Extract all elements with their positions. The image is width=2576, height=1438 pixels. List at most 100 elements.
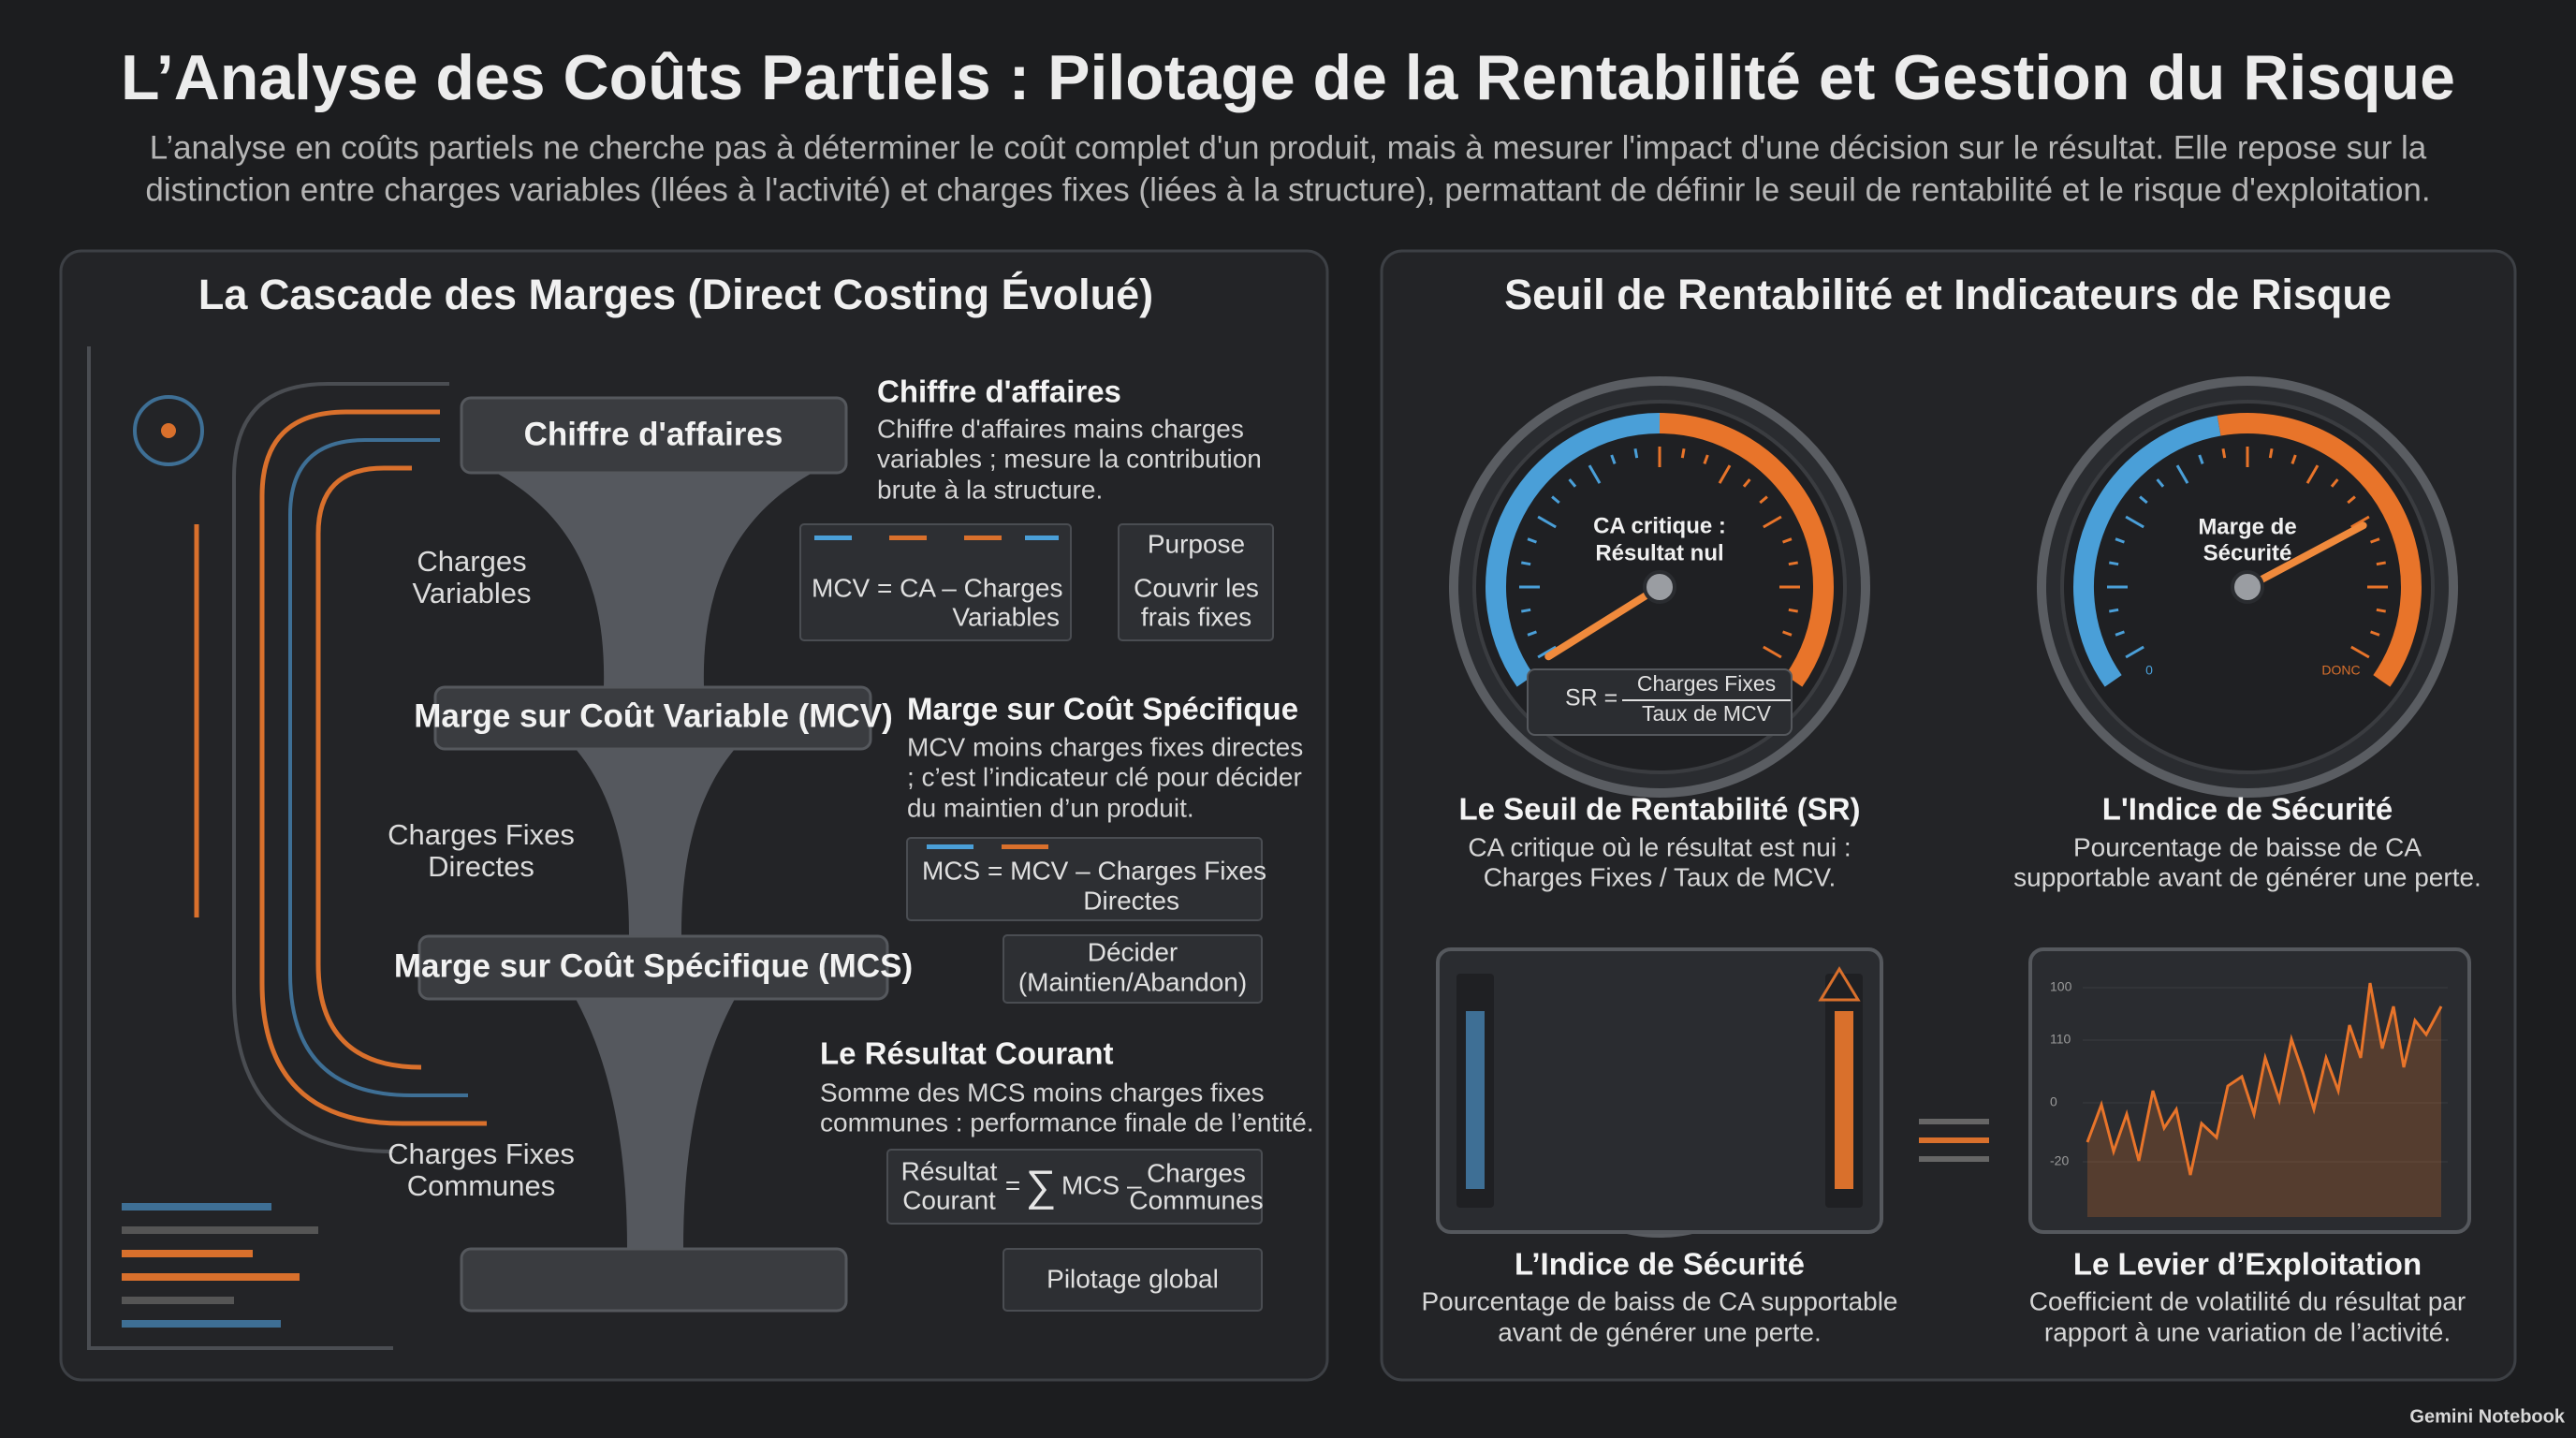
box <box>460 396 848 475</box>
gauge-part <box>2370 537 2380 544</box>
box-label: Marge sur Coût Spécifique (MCS) <box>394 947 913 984</box>
decor <box>87 346 393 1350</box>
gauge-part <box>1537 515 1557 529</box>
caption-heading: L’Indice de Sécurité <box>1515 1247 1805 1282</box>
connector-decor <box>1919 1119 1989 1162</box>
formula: SR = <box>1565 685 1617 712</box>
gauge-part <box>1537 645 1557 659</box>
box-label: Chiffre d'affaires <box>524 416 783 452</box>
gauge-part <box>2350 645 2370 659</box>
note: Décider <box>1088 937 1178 966</box>
gauge-part <box>2139 495 2148 505</box>
formula: MCS = MCV – Charges Fixes <box>922 856 1266 885</box>
gauge-part <box>1718 464 1732 484</box>
note-box <box>1118 523 1274 641</box>
step-text: Somme des MCS moins charges fixes <box>820 1078 1265 1107</box>
decor <box>232 382 449 1153</box>
formula: = <box>1005 1170 1020 1199</box>
note-box <box>1003 934 1263 1004</box>
area-decor <box>2087 983 2441 1217</box>
gauge-panel <box>1436 947 1883 1234</box>
warning-icon <box>1818 966 1861 1002</box>
side-label: Charges Fixes <box>388 1137 575 1170</box>
axis-label: 110 <box>2050 1032 2071 1047</box>
caption: Charges Fixes / Taux de MCV. <box>1484 862 1837 891</box>
gauge-part <box>2347 495 2356 505</box>
step-text: communes : performance finale de l’entit… <box>820 1108 1314 1137</box>
gauge-part <box>2125 645 2144 659</box>
decor <box>814 536 852 540</box>
gauge-part <box>2109 561 2119 566</box>
side-label: Communes <box>407 1169 556 1202</box>
decor <box>122 1226 318 1234</box>
gauge-label: Résultat nul <box>1595 540 1723 565</box>
gauge-part <box>1788 608 1798 613</box>
formula: Résultat <box>901 1156 998 1185</box>
decor <box>122 1250 253 1257</box>
axis-label: 0 <box>2050 1094 2057 1109</box>
gauge-part <box>1588 464 1602 484</box>
note-title: Purpose <box>1148 529 1245 558</box>
panel-title: Seuil de Rentabilité et Indicateurs de R… <box>1504 271 2392 318</box>
gauge-part <box>1486 413 1661 687</box>
formula-box <box>799 523 1072 641</box>
step-text: brute à la structure. <box>877 475 1103 504</box>
decor <box>927 844 973 849</box>
caption-heading: Le Seuil de Rentabilité (SR) <box>1458 792 1860 827</box>
decor <box>1919 1119 1989 1124</box>
caption-heading: Le Levier d’Exploitation <box>2073 1247 2422 1282</box>
caption: CA critique où le résultat est nui : <box>1468 832 1851 861</box>
gauge-part <box>2376 561 2386 566</box>
side-label: Charges Fixes <box>388 818 575 851</box>
gauge-part <box>1763 645 1782 659</box>
line-decor <box>2086 982 2443 1176</box>
gauge-part <box>2073 415 2221 687</box>
funnel <box>576 999 735 1249</box>
caption: Pourcentage de baisse de CA <box>2073 832 2422 861</box>
gauge-part <box>2231 570 2264 604</box>
gauge-part <box>2125 515 2144 529</box>
gauge-part <box>1568 478 1577 488</box>
gauge-part <box>1759 495 1768 505</box>
gauge-min: 0 <box>2145 663 2153 678</box>
gauge-part <box>1633 448 1639 459</box>
gauge-part <box>2115 537 2125 544</box>
footer-brand: Gemini Notebook <box>2409 1406 2565 1427</box>
dash-decor <box>814 536 1059 540</box>
step-heading: Marge sur Coût Spécifique <box>907 692 1298 726</box>
gauge-part <box>2330 478 2339 488</box>
decor <box>122 1320 281 1328</box>
gauge-part <box>2115 630 2125 637</box>
decor <box>122 1203 271 1211</box>
decor <box>1002 844 1048 849</box>
gauge-part <box>1643 570 1676 604</box>
caption: Pourcentage de baiss de CA supportable <box>1421 1286 1897 1315</box>
gauge-max: DONC <box>2321 663 2360 678</box>
decor <box>315 465 422 1070</box>
gauge-part <box>1610 454 1617 464</box>
note-box <box>1003 1248 1263 1312</box>
gauge-part <box>1763 515 1782 529</box>
axis-label: 100 <box>2050 979 2072 994</box>
gauge-part <box>2305 464 2320 484</box>
gauge-part <box>2198 454 2204 464</box>
title: L’Analyse des Coûts Partiels : Pilotage … <box>121 42 2455 113</box>
decor <box>1919 1137 1989 1143</box>
gauge-label: Sécurité <box>2203 540 2292 565</box>
formula-box <box>886 1149 1263 1225</box>
gauge-part <box>1703 454 1709 464</box>
box-label: Marge sur Coût Variable (MCV) <box>414 697 892 734</box>
step-text: MCV moins charges fixes directes <box>907 732 1303 761</box>
gauge-part <box>2268 448 2274 459</box>
gauge-part <box>2156 478 2165 488</box>
caption: rapport à une variation de l’activité. <box>2044 1317 2451 1346</box>
formula: ∑ <box>1026 1161 1057 1210</box>
gauge-label: CA critique : <box>1593 513 1726 538</box>
gauge-part <box>2376 608 2386 613</box>
step-text: variables ; mesure la contribution <box>877 444 1262 473</box>
decor <box>122 1297 234 1304</box>
step-heading: Le Résultat Courant <box>820 1036 1114 1071</box>
formula-box <box>906 837 1263 921</box>
